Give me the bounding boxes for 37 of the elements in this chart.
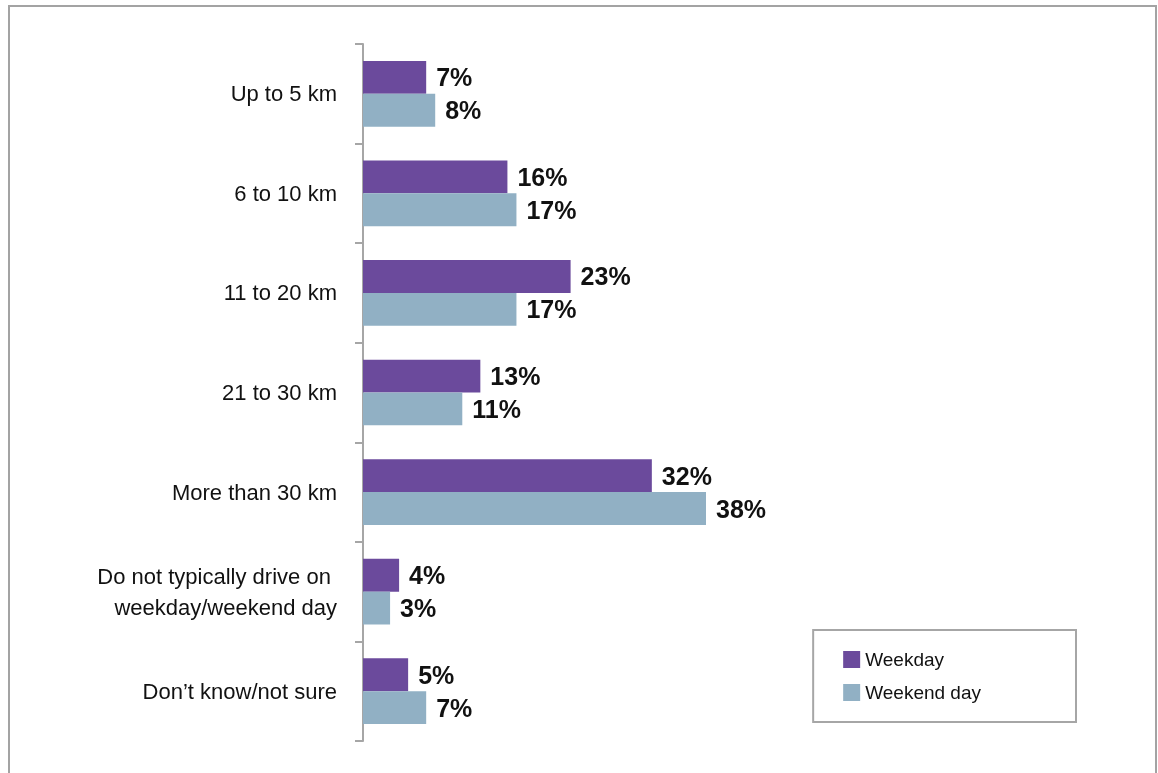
bar bbox=[363, 260, 571, 293]
bar bbox=[363, 658, 409, 692]
data-label: 5% bbox=[418, 660, 455, 689]
data-label: 3% bbox=[400, 594, 437, 623]
data-label: 4% bbox=[409, 561, 446, 590]
y-tick-label: More than 30 km bbox=[171, 479, 337, 505]
data-label: 11% bbox=[472, 394, 521, 423]
data-label: 13% bbox=[490, 362, 541, 391]
data-label: 32% bbox=[661, 461, 712, 490]
y-tick-label: Don’t know/not sure bbox=[142, 678, 337, 704]
y-tick-label: 11 to 20 km bbox=[223, 280, 337, 306]
data-label: 23% bbox=[580, 262, 631, 291]
y-tick-label: 6 to 10 km bbox=[234, 180, 337, 206]
bar bbox=[363, 691, 427, 725]
data-label: 17% bbox=[526, 295, 577, 324]
bar bbox=[363, 160, 508, 194]
data-label: 8% bbox=[445, 96, 482, 125]
bar bbox=[363, 459, 652, 493]
bar bbox=[363, 591, 391, 625]
data-label: 7% bbox=[436, 693, 473, 722]
y-tick-label: Do not typically drive on weekday/weekend day bbox=[97, 563, 337, 620]
bar bbox=[363, 193, 517, 227]
bar bbox=[363, 60, 427, 94]
bar bbox=[363, 292, 517, 326]
bar bbox=[363, 359, 481, 393]
legend-label: Weekend day bbox=[865, 682, 982, 703]
data-label: 38% bbox=[716, 494, 767, 523]
bar bbox=[363, 392, 463, 426]
data-label: 16% bbox=[517, 162, 568, 191]
bar bbox=[363, 558, 400, 592]
bar bbox=[363, 93, 436, 127]
y-tick-label: Up to 5 km bbox=[230, 81, 337, 107]
data-label: 17% bbox=[526, 195, 577, 224]
y-tick-label: 21 to 30 km bbox=[222, 380, 337, 405]
bar bbox=[363, 492, 706, 525]
data-label: 7% bbox=[436, 63, 473, 92]
legend-label: Weekday bbox=[865, 649, 945, 670]
